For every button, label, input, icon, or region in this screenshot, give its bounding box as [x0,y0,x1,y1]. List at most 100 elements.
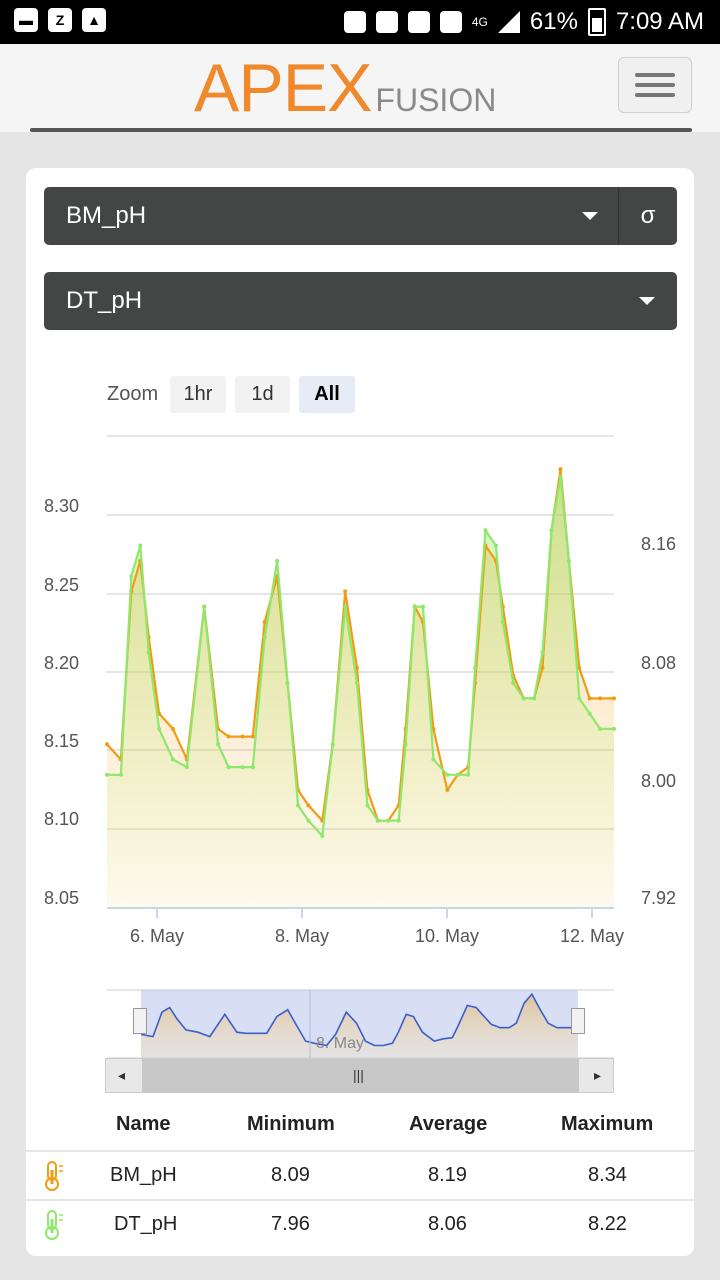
scroll-left-arrow-icon[interactable]: ◂ [118,1067,126,1083]
row-bm-avg: 8.19 [428,1164,467,1186]
data-point[interactable] [170,757,175,762]
data-point[interactable] [202,604,207,609]
probe-select-2-value: DT_pH [66,287,143,314]
row-dt-name: DT_pH [114,1213,178,1235]
navigator-left-handle[interactable] [133,1008,147,1034]
data-point[interactable] [365,803,370,808]
y-tick-left: 8.10 [44,809,80,829]
data-point[interactable] [612,696,616,701]
data-point[interactable] [138,543,143,548]
data-point[interactable] [598,696,603,701]
zoom-1d-button[interactable]: 1d [235,376,290,413]
data-point[interactable] [421,604,426,609]
data-point[interactable] [343,604,348,609]
data-point[interactable] [412,604,417,609]
data-point[interactable] [306,803,311,808]
data-point[interactable] [375,818,380,823]
data-point[interactable] [240,734,245,739]
status-bar: ▬ Z ▲ 4G 61% 7:09 AM [0,0,720,44]
data-point[interactable] [118,772,123,777]
data-point[interactable] [500,619,505,624]
data-point[interactable] [355,681,360,686]
data-point[interactable] [262,619,267,624]
data-point[interactable] [587,696,592,701]
hamburger-menu-button[interactable] [618,57,692,113]
y-tick-left: 8.25 [44,575,80,595]
data-point[interactable] [295,803,300,808]
data-point[interactable] [105,742,109,747]
zoom-all-button[interactable]: All [299,376,355,413]
data-point[interactable] [558,467,563,472]
data-point[interactable] [157,726,162,731]
navigator-right-handle[interactable] [571,1008,585,1034]
data-point[interactable] [558,474,563,479]
data-point[interactable] [587,711,592,716]
data-point[interactable] [431,757,436,762]
data-point[interactable] [577,696,582,701]
data-point[interactable] [240,765,245,770]
data-point[interactable] [275,558,280,563]
data-point[interactable] [216,742,221,747]
data-point[interactable] [355,665,360,670]
data-point[interactable] [226,765,231,770]
data-point[interactable] [445,788,450,793]
data-point[interactable] [129,574,134,579]
data-point[interactable] [146,650,151,655]
data-point[interactable] [532,696,537,701]
data-point[interactable] [320,833,325,838]
data-point[interactable] [549,528,554,533]
data-point[interactable] [577,665,582,670]
table-header-maximum: Maximum [561,1113,654,1135]
data-point[interactable] [184,765,189,770]
data-point[interactable] [521,696,526,701]
data-point[interactable] [493,543,498,548]
data-point[interactable] [445,772,450,777]
navigator-scrollbar[interactable]: ||| ◂ ▸ [105,1058,614,1093]
header-divider [30,128,692,132]
data-point[interactable] [483,528,488,533]
table-divider [26,1150,694,1152]
data-point[interactable] [540,650,545,655]
scrollbar-thumb[interactable]: ||| [142,1059,579,1092]
data-point[interactable] [285,681,290,686]
sigma-button[interactable]: σ [618,187,677,245]
data-point[interactable] [612,726,616,731]
chart-lines [105,467,616,839]
data-point[interactable] [250,765,255,770]
chart-areas [107,469,614,908]
data-point[interactable] [396,818,401,823]
data-point[interactable] [540,665,545,670]
table-header-name: Name [116,1113,171,1135]
navigator-area [141,994,578,1058]
data-point[interactable] [330,742,335,747]
y-tick-right: 8.16 [641,534,677,554]
data-point[interactable] [343,589,348,594]
scroll-right-arrow-icon[interactable]: ▸ [593,1067,601,1083]
data-point[interactable] [262,635,267,640]
data-point[interactable] [226,734,231,739]
probe-select-1[interactable]: BM_pH σ [44,187,677,245]
data-point[interactable] [306,818,311,823]
data-point[interactable] [170,726,175,731]
data-point[interactable] [511,681,516,686]
data-point[interactable] [386,818,391,823]
sigma-label: σ [640,202,656,229]
probe-select-2[interactable]: DT_pH [44,272,677,330]
row-bm-min: 8.09 [271,1164,310,1186]
data-point[interactable] [250,734,255,739]
data-point[interactable] [105,772,109,777]
notification-icon [343,11,366,33]
zoom-1hr-button[interactable]: 1hr [170,376,226,413]
data-point[interactable] [455,772,460,777]
series-line-DT_pH[interactable] [107,476,614,839]
apex-fusion-logo[interactable]: APEX FUSION [194,50,496,126]
data-point[interactable] [473,665,478,670]
row-bm-name: BM_pH [110,1164,177,1186]
data-point[interactable] [466,772,471,777]
logo-apex-text: APEX [194,50,372,126]
data-point[interactable] [403,742,408,747]
data-point[interactable] [598,726,603,731]
chevron-down-icon [582,212,598,220]
data-point[interactable] [566,558,571,563]
message-icon: ▬ [14,8,38,32]
